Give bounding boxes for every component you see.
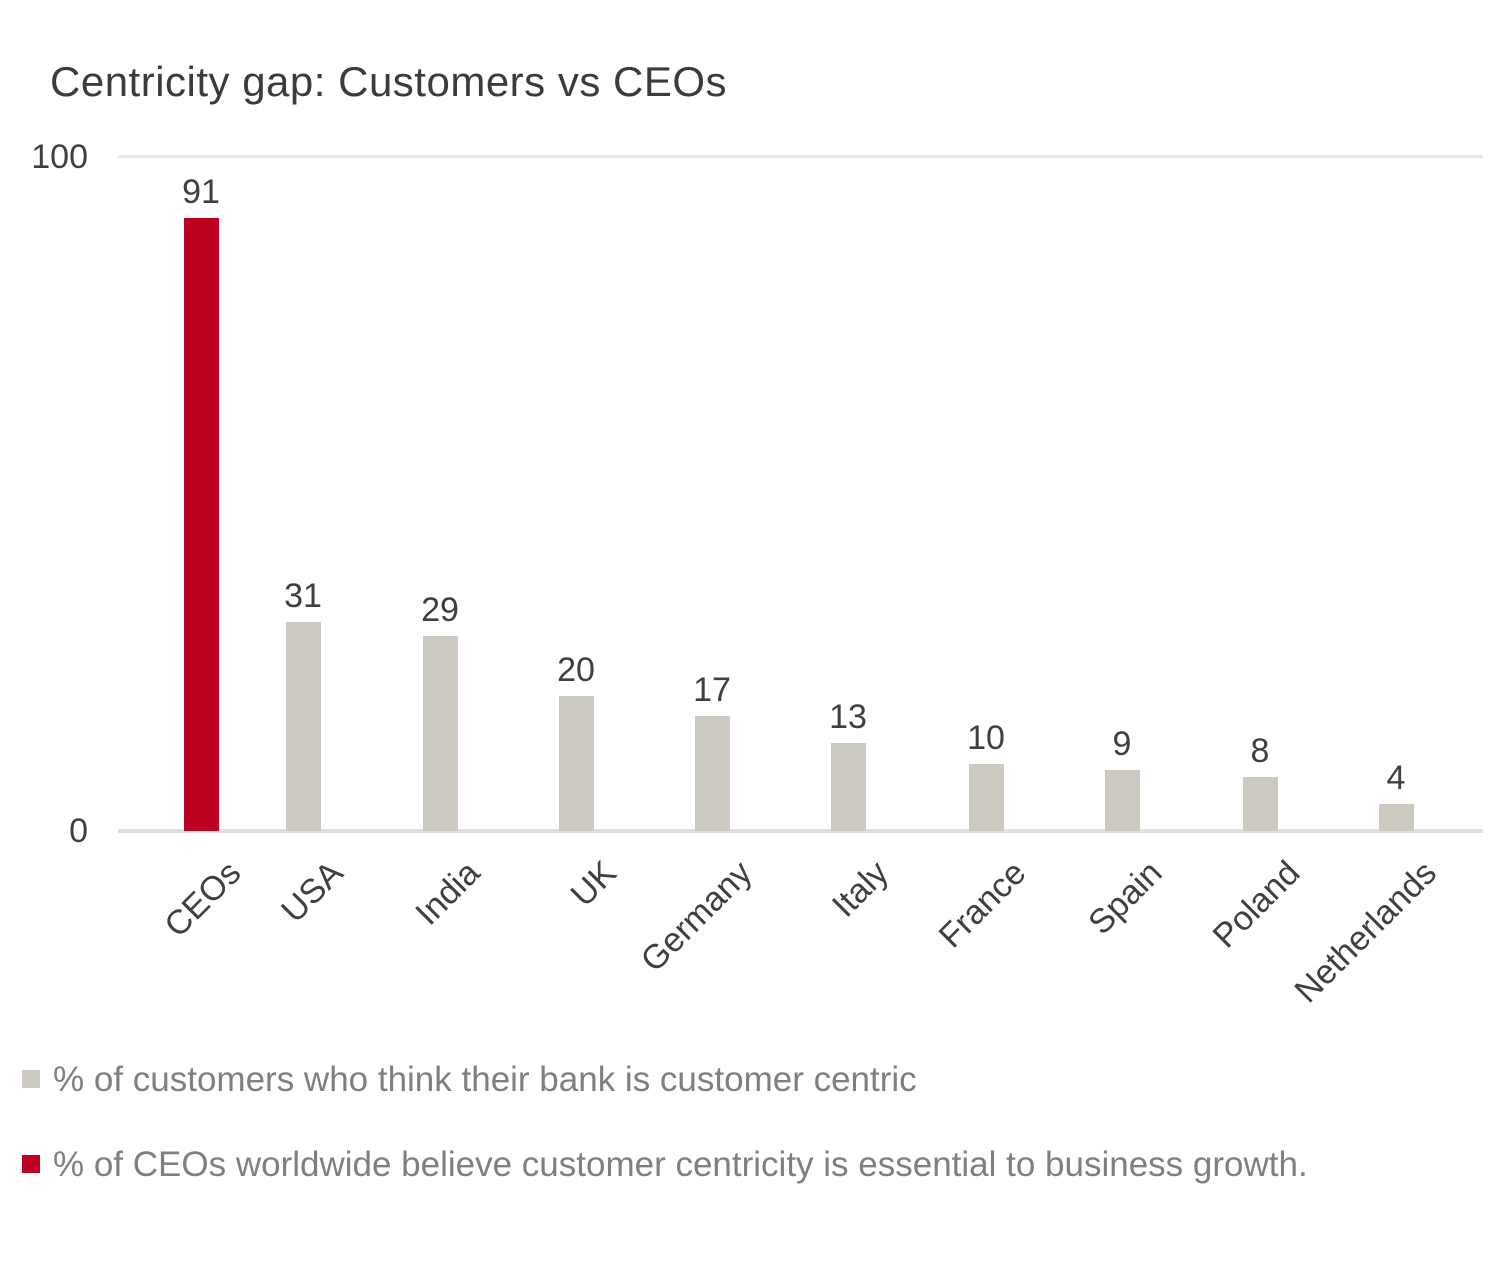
- y-axis-tick-min: 0: [69, 812, 88, 850]
- bar-value-label: 4: [1386, 759, 1406, 797]
- x-axis-category-label: Poland: [1205, 853, 1308, 956]
- bar-Netherlands: [1378, 804, 1414, 831]
- customers-legend-swatch-icon: [22, 1070, 40, 1088]
- bar-value-label: 31: [284, 577, 322, 615]
- x-axis-category-label: Germany: [633, 853, 760, 980]
- chart-title: Centricity gap: Customers vs CEOs: [50, 58, 728, 105]
- y-axis-tick-max: 100: [31, 138, 88, 176]
- bar-Germany: [694, 716, 730, 831]
- x-axis-category-label: Spain: [1081, 853, 1170, 943]
- bar-UK: [558, 696, 594, 831]
- bar-Poland: [1242, 777, 1278, 831]
- x-axis-category-label: Italy: [824, 853, 896, 925]
- x-axis-category-label: USA: [274, 853, 351, 931]
- bar-value-label: 8: [1250, 732, 1270, 770]
- bar-value-label: 10: [967, 719, 1005, 757]
- legend-label: % of CEOs worldwide believe customer cen…: [53, 1145, 1308, 1184]
- bar-Spain: [1104, 770, 1140, 831]
- bar-USA: [285, 622, 321, 831]
- x-axis-category-label: CEOs: [157, 853, 249, 945]
- top-gridline: [118, 155, 1483, 158]
- x-axis-category-label: UK: [563, 853, 624, 914]
- ceos-legend-swatch-icon: [22, 1155, 40, 1173]
- bar-India: [422, 636, 458, 831]
- bar-value-label: 13: [829, 698, 867, 736]
- bar-value-label: 29: [421, 591, 459, 629]
- x-axis-category-label: France: [931, 853, 1034, 956]
- bar-value-label: 9: [1112, 725, 1132, 763]
- x-axis-category-label: India: [408, 853, 488, 933]
- bar-France: [968, 764, 1004, 831]
- bar-value-label: 17: [693, 671, 731, 709]
- legend-label: % of customers who think their bank is c…: [53, 1060, 917, 1099]
- x-axis-line: [118, 829, 1483, 833]
- x-axis-category-label: Netherlands: [1287, 853, 1444, 1011]
- legend-item-ceos: % of CEOs worldwide believe customer cen…: [22, 1143, 1308, 1187]
- bar-Italy: [830, 743, 866, 831]
- bar-value-label: 20: [557, 651, 595, 689]
- legend-item-customers: % of customers who think their bank is c…: [22, 1058, 917, 1102]
- bar-value-label: 91: [182, 173, 220, 211]
- bar-CEOs: [183, 218, 219, 831]
